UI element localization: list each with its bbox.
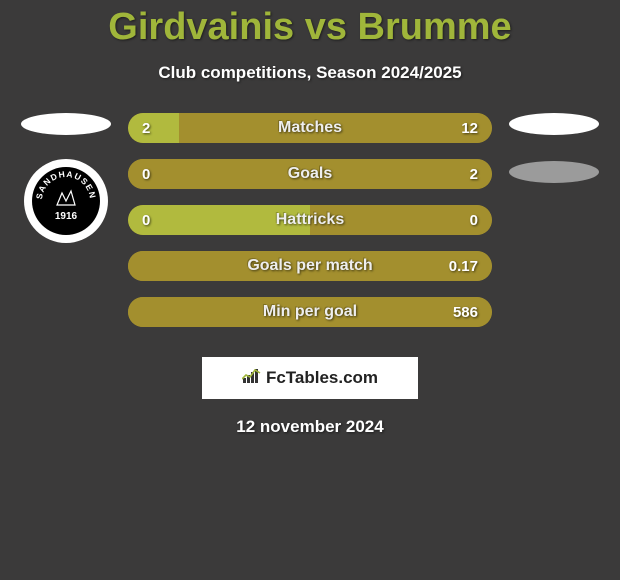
stat-label: Min per goal <box>128 297 492 327</box>
stat-label: Goals per match <box>128 251 492 281</box>
brand-box: FcTables.com <box>202 357 418 399</box>
stat-bar: 0.17Goals per match <box>128 251 492 281</box>
stat-bar: 586Min per goal <box>128 297 492 327</box>
right-player-col <box>504 113 604 209</box>
stat-label: Matches <box>128 113 492 143</box>
stat-label: Goals <box>128 159 492 189</box>
left-placeholder-ellipse <box>21 113 111 135</box>
badge-bottom-text: 1916 <box>55 211 78 222</box>
stat-label: Hattricks <box>128 205 492 235</box>
club-badge-svg: SANDHAUSEN 1916 <box>32 167 100 235</box>
stat-bar: 02Goals <box>128 159 492 189</box>
club-badge-inner: SANDHAUSEN 1916 <box>32 167 100 235</box>
page-title: Girdvainis vs Brumme <box>0 0 620 49</box>
stat-bars: 212Matches 02Goals 00Hattricks 0.17Goals pe… <box>116 113 504 343</box>
left-player-col: SANDHAUSEN 1916 <box>16 113 116 243</box>
brand-text: FcTables.com <box>266 368 378 388</box>
page-subtitle: Club competitions, Season 2024/2025 <box>0 63 620 83</box>
club-badge: SANDHAUSEN 1916 <box>24 159 108 243</box>
footer-date: 12 november 2024 <box>0 417 620 437</box>
right-placeholder-ellipse-1 <box>509 113 599 135</box>
stat-bar: 212Matches <box>128 113 492 143</box>
brand-chart-icon <box>242 368 262 389</box>
stat-bar: 00Hattricks <box>128 205 492 235</box>
right-placeholder-ellipse-2 <box>509 161 599 183</box>
comparison-section: SANDHAUSEN 1916 212Matches 02Goals 00Hattr… <box>0 113 620 343</box>
